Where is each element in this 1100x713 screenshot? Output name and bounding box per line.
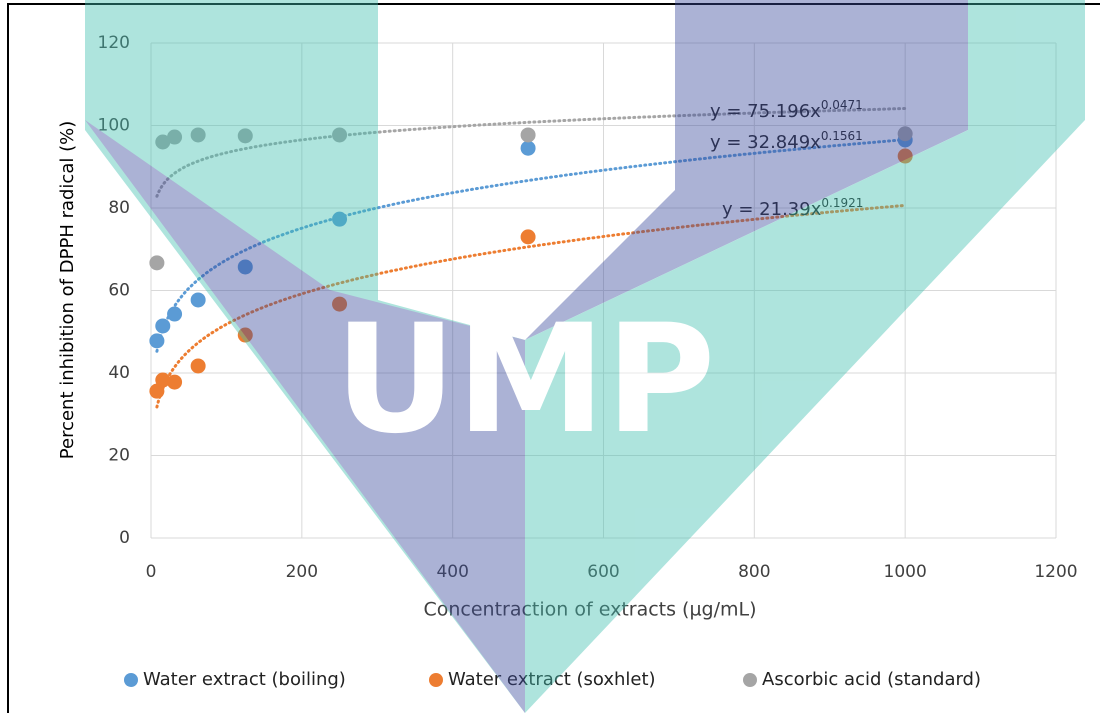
data-point bbox=[149, 383, 165, 399]
data-point bbox=[237, 327, 253, 343]
data-point bbox=[897, 126, 913, 142]
x-tick-label: 400 bbox=[436, 562, 468, 582]
data-point bbox=[167, 306, 183, 322]
x-tick-label: 200 bbox=[286, 562, 318, 582]
data-point bbox=[237, 259, 253, 275]
x-tick-label: 600 bbox=[587, 562, 619, 582]
data-point bbox=[190, 292, 206, 308]
data-point bbox=[190, 127, 206, 143]
data-point bbox=[155, 372, 171, 388]
data-point bbox=[167, 374, 183, 390]
trendline-equation: y = 75.196x0.0471 bbox=[710, 98, 863, 123]
x-tick-label: 800 bbox=[738, 562, 770, 582]
data-point bbox=[332, 127, 348, 143]
data-point bbox=[155, 134, 171, 150]
y-tick-label: 80 bbox=[108, 198, 130, 218]
data-point bbox=[520, 140, 536, 156]
data-point bbox=[149, 333, 165, 349]
equation-base: y = 32.849x bbox=[710, 132, 821, 153]
equation-base: y = 75.196x bbox=[710, 101, 821, 122]
legend-label: Water extract (boiling) bbox=[143, 669, 346, 690]
equation-exponent: 0.1561 bbox=[821, 129, 863, 143]
equation-exponent: 0.0471 bbox=[821, 98, 863, 112]
watermark: UMP bbox=[85, 0, 1085, 713]
data-point bbox=[190, 358, 206, 374]
y-tick-label: 20 bbox=[108, 446, 130, 466]
watermark-shape bbox=[85, 0, 525, 713]
watermark-shape bbox=[525, 0, 968, 340]
y-tick-label: 40 bbox=[108, 363, 130, 383]
data-point bbox=[520, 229, 536, 245]
legend-label: Ascorbic acid (standard) bbox=[762, 669, 981, 690]
x-tick-label: 1000 bbox=[884, 562, 927, 582]
plot: 020406080100120020040060080010001200y = … bbox=[98, 33, 1078, 582]
trendline-equation: y = 21.39x0.1921 bbox=[722, 196, 863, 221]
data-point bbox=[520, 127, 536, 143]
data-point bbox=[167, 129, 183, 145]
equation-exponent: 0.1921 bbox=[821, 196, 863, 210]
data-point bbox=[897, 148, 913, 164]
y-tick-label: 0 bbox=[119, 528, 130, 548]
legend-marker bbox=[429, 673, 443, 687]
watermark-shape bbox=[85, 120, 525, 713]
y-tick-label: 120 bbox=[98, 33, 130, 53]
data-point bbox=[332, 296, 348, 312]
watermark-text: UMP bbox=[334, 293, 715, 467]
data-point bbox=[332, 211, 348, 227]
data-point bbox=[149, 255, 165, 271]
data-point bbox=[237, 128, 253, 144]
trendline-equation: y = 32.849x0.1561 bbox=[710, 129, 863, 154]
x-tick-label: 0 bbox=[146, 562, 157, 582]
legend-label: Water extract (soxhlet) bbox=[448, 669, 656, 690]
y-axis-title: Percent inhibition of DPPH radical (%) bbox=[57, 121, 78, 459]
y-tick-label: 100 bbox=[98, 116, 130, 136]
equation-base: y = 21.39x bbox=[722, 199, 822, 220]
legend-marker bbox=[124, 673, 138, 687]
y-tick-label: 60 bbox=[108, 281, 130, 301]
watermark-shape bbox=[525, 0, 1085, 713]
legend-marker bbox=[743, 673, 757, 687]
data-point bbox=[155, 318, 171, 334]
x-axis-title: Concentraction of extracts (µg/mL) bbox=[423, 599, 756, 621]
x-tick-label: 1200 bbox=[1034, 562, 1077, 582]
trendline bbox=[155, 203, 907, 409]
